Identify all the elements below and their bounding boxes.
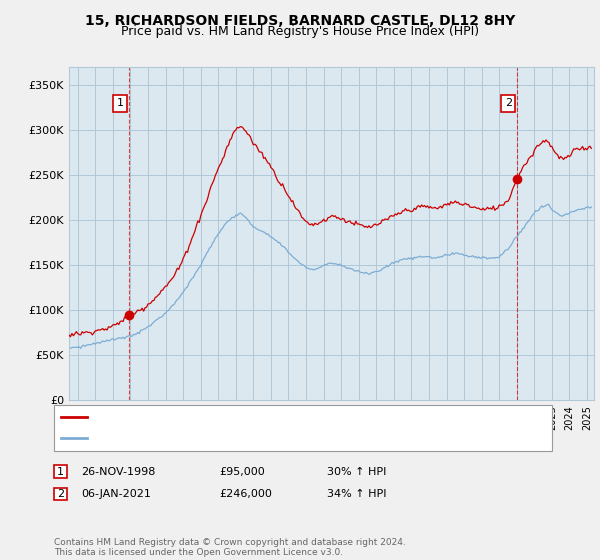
Text: Price paid vs. HM Land Registry's House Price Index (HPI): Price paid vs. HM Land Registry's House …	[121, 25, 479, 38]
Text: 06-JAN-2021: 06-JAN-2021	[81, 489, 151, 499]
Text: £246,000: £246,000	[219, 489, 272, 499]
Text: 30% ↑ HPI: 30% ↑ HPI	[327, 466, 386, 477]
Text: 2: 2	[57, 489, 64, 499]
Text: £95,000: £95,000	[219, 466, 265, 477]
Text: 1: 1	[116, 98, 124, 108]
Text: 15, RICHARDSON FIELDS, BARNARD CASTLE, DL12 8HY: 15, RICHARDSON FIELDS, BARNARD CASTLE, D…	[85, 14, 515, 28]
Text: HPI: Average price, detached house, County Durham: HPI: Average price, detached house, Coun…	[90, 433, 353, 444]
Text: 34% ↑ HPI: 34% ↑ HPI	[327, 489, 386, 499]
Text: 15, RICHARDSON FIELDS, BARNARD CASTLE, DL12 8HY (detached house): 15, RICHARDSON FIELDS, BARNARD CASTLE, D…	[90, 412, 457, 422]
Text: 1: 1	[57, 466, 64, 477]
Text: 26-NOV-1998: 26-NOV-1998	[81, 466, 155, 477]
Text: Contains HM Land Registry data © Crown copyright and database right 2024.
This d: Contains HM Land Registry data © Crown c…	[54, 538, 406, 557]
Text: 2: 2	[505, 98, 512, 108]
